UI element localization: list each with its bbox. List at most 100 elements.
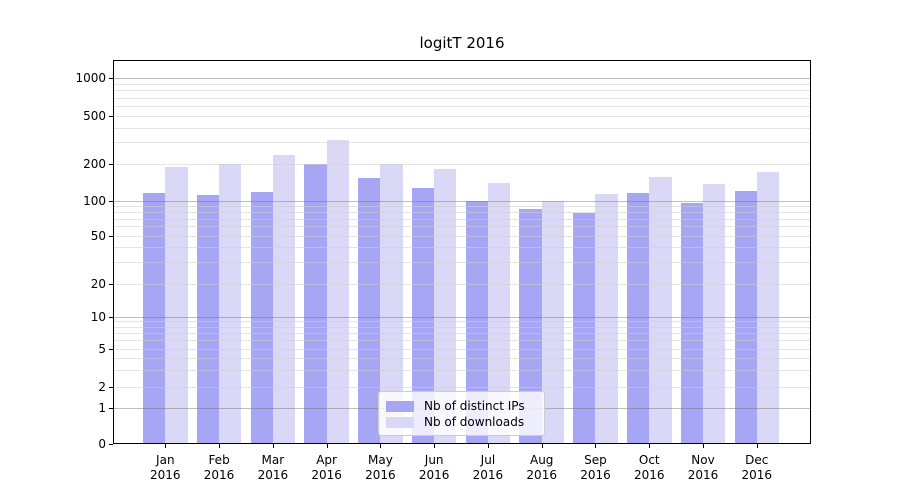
minor-gridline (113, 83, 811, 85)
minor-gridline (113, 358, 811, 360)
y-axis-tick (109, 443, 113, 445)
y-axis-tick-label: 200 (83, 156, 106, 171)
minor-gridline (113, 142, 811, 144)
minor-gridline (113, 235, 811, 237)
x-tick-month: May (367, 452, 393, 467)
minor-gridline (113, 333, 811, 335)
minor-gridline (113, 127, 811, 129)
bar-nb-of-distinct-ips-may (358, 178, 381, 444)
x-tick-year: 2016 (150, 467, 181, 482)
legend-entry: Nb of distinct IPs (386, 398, 536, 414)
minor-gridline (113, 116, 811, 117)
y-axis-tick-label: 100 (83, 194, 106, 208)
x-axis-tick-label: Oct 2016 (622, 453, 676, 483)
minor-gridline (113, 218, 811, 220)
x-tick-year: 2016 (311, 467, 342, 482)
minor-gridline (113, 90, 811, 92)
minor-gridline (113, 370, 811, 372)
y-axis-tick (109, 316, 113, 318)
minor-gridline (113, 340, 811, 342)
x-tick-year: 2016 (203, 467, 235, 482)
bar-nb-of-distinct-ips-feb (196, 194, 220, 444)
y-axis-tick-label: 500 (83, 109, 106, 123)
y-axis-tick (109, 408, 113, 409)
y-axis-tick (109, 201, 113, 202)
x-axis-tick (595, 443, 597, 448)
y-axis-tick (109, 116, 113, 117)
x-axis-tick (326, 443, 328, 448)
minor-gridline (113, 321, 811, 323)
y-axis-tick (109, 349, 113, 350)
bar-nb-of-downloads-jan (165, 166, 188, 444)
minor-gridline (113, 349, 811, 350)
x-tick-month: Dec (745, 452, 769, 467)
x-tick-month: Mar (261, 452, 285, 467)
y-axis-tick-label: 1 (98, 401, 106, 415)
x-axis-tick-label: Nov 2016 (676, 453, 730, 483)
legend-entry: Nb of downloads (386, 414, 536, 430)
major-gridline (113, 201, 811, 202)
x-tick-year: 2016 (365, 467, 396, 482)
x-axis-tick-label: Dec 2016 (730, 453, 784, 483)
x-axis-tick (434, 443, 436, 448)
legend-label: Nb of distinct IPs (424, 399, 525, 413)
bar-nb-of-downloads-jul (487, 183, 511, 444)
y-axis-tick-label: 20 (90, 276, 106, 291)
y-axis-tick-label: 0 (98, 436, 106, 451)
y-axis-tick (109, 163, 113, 165)
bar-nb-of-distinct-ips-oct (626, 192, 650, 444)
minor-gridline (113, 106, 811, 107)
x-tick-year: 2016 (633, 467, 665, 482)
x-axis-tick (165, 443, 167, 448)
x-tick-month: Nov (691, 452, 715, 467)
x-tick-year: 2016 (526, 467, 557, 482)
x-axis-tick-label: Jun 2016 (407, 453, 461, 483)
bar-nb-of-distinct-ips-apr (304, 163, 327, 444)
minor-gridline (113, 247, 811, 249)
minor-gridline (113, 262, 811, 264)
y-axis-tick (109, 387, 113, 388)
legend-label: Nb of downloads (424, 415, 525, 429)
x-axis-tick-label: May 2016 (353, 453, 407, 483)
x-tick-month: Jul (480, 452, 496, 467)
x-tick-month: Jun (424, 452, 444, 467)
minor-gridline (113, 387, 811, 388)
x-axis-tick (649, 443, 651, 448)
bar-nb-of-distinct-ips-aug (519, 209, 542, 444)
x-axis-tick (272, 443, 274, 448)
minor-gridline (113, 283, 811, 285)
x-axis-tick-label: Jul 2016 (461, 453, 515, 483)
bar-nb-of-distinct-ips-dec (734, 190, 757, 444)
bar-nb-of-distinct-ips-mar (250, 192, 273, 444)
y-axis-tick-label: 2 (98, 380, 106, 394)
x-tick-month: Oct (638, 452, 660, 467)
x-tick-year: 2016 (580, 467, 611, 482)
x-tick-year: 2016 (687, 467, 719, 482)
bar-nb-of-downloads-jun (434, 168, 457, 444)
x-tick-month: Aug (529, 452, 554, 467)
x-axis-tick (541, 443, 543, 448)
bar-nb-of-distinct-ips-jun (411, 188, 435, 444)
minor-gridline (113, 97, 811, 99)
x-axis-tick-label: Feb 2016 (192, 453, 246, 483)
major-gridline (113, 78, 811, 79)
x-axis-tick (756, 443, 758, 448)
x-tick-year: 2016 (257, 467, 289, 482)
x-axis-tick-label: Aug 2016 (515, 453, 569, 483)
minor-gridline (113, 206, 811, 208)
x-axis-tick-label: Jan 2016 (138, 453, 192, 483)
y-axis-tick-label: 50 (90, 228, 106, 243)
bar-nb-of-downloads-nov (703, 183, 726, 444)
minor-gridline (113, 212, 811, 214)
bar-nb-of-distinct-ips-sep (573, 212, 596, 444)
y-axis-tick-label: 10 (90, 309, 106, 324)
x-axis-tick (487, 443, 489, 448)
x-axis-tick (380, 443, 382, 448)
x-tick-year: 2016 (472, 467, 504, 482)
minor-gridline (113, 226, 811, 228)
y-axis-tick-label: 1000 (75, 71, 106, 85)
x-tick-month: Sep (584, 452, 607, 467)
bar-nb-of-distinct-ips-jan (143, 193, 166, 444)
bar-nb-of-downloads-sep (595, 194, 618, 444)
